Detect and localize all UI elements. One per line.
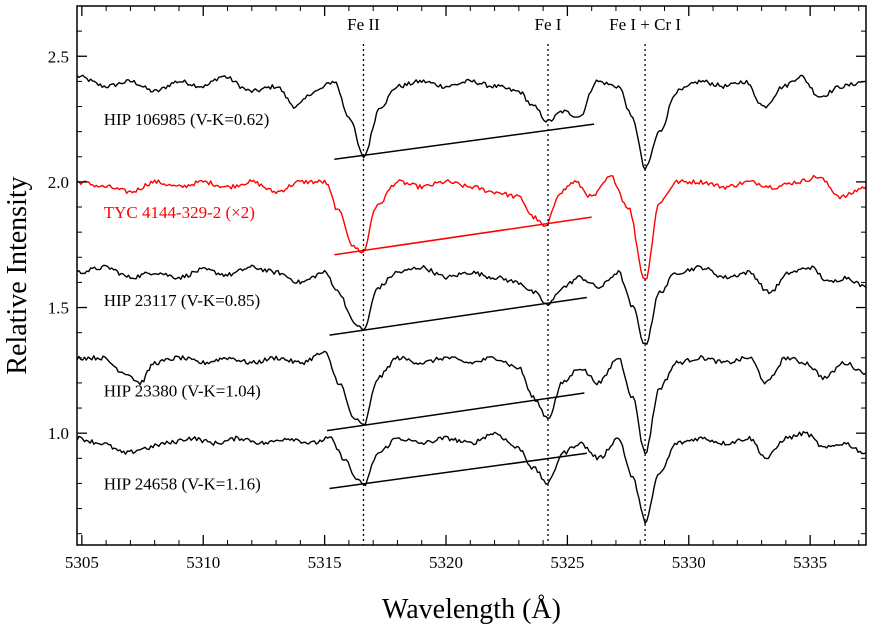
- line-marker-layer: Fe II Fe I Fe I + Cr I: [347, 15, 681, 545]
- x-axis-label: Wavelength (Å): [382, 594, 561, 625]
- series-label-2: TYC 4144-329-2 (×2): [104, 203, 255, 222]
- y-tick-layer: 1.0 1.5 2.0 2.5: [48, 5, 866, 535]
- x-tick-label: 5305: [65, 553, 99, 572]
- y-tick-label: 2.0: [48, 173, 69, 192]
- series-line-2: [77, 174, 866, 280]
- x-tick-label: 5310: [186, 553, 220, 572]
- series-line-4: [77, 350, 866, 455]
- series-layer: [77, 74, 866, 525]
- series-line-5: [77, 431, 866, 525]
- y-tick-label: 1.0: [48, 424, 69, 443]
- trend-line-4: [326, 392, 585, 432]
- y-tick-label: 2.5: [48, 47, 69, 66]
- trend-line-1: [334, 123, 595, 161]
- series-line-1: [77, 74, 866, 171]
- y-axis-label: Relative Intensity: [2, 176, 33, 374]
- x-tick-label: 5320: [429, 553, 463, 572]
- trend-line-3: [329, 296, 587, 336]
- line-marker-label-1: Fe II: [347, 15, 380, 34]
- line-marker-label-2: Fe I: [535, 15, 562, 34]
- series-label-1: HIP 106985 (V-K=0.62): [104, 110, 270, 129]
- series-label-5: HIP 24658 (V-K=1.16): [104, 474, 261, 493]
- x-tick-label: 5335: [793, 553, 827, 572]
- x-tick-label: 5315: [308, 553, 342, 572]
- trend-line-2: [334, 216, 592, 256]
- series-label-4: HIP 23380 (V-K=1.04): [104, 381, 261, 400]
- line-marker-label-3: Fe I + Cr I: [609, 15, 681, 34]
- x-tick-layer: 5305 5310 5315 5320 5325 5330 5335: [65, 6, 860, 572]
- plot-frame: [76, 5, 867, 546]
- y-tick-label: 1.5: [48, 299, 69, 318]
- series-label-3: HIP 23117 (V-K=0.85): [104, 291, 260, 310]
- x-tick-label: 5325: [550, 553, 584, 572]
- trend-line-5: [329, 452, 587, 490]
- series-line-3: [77, 264, 866, 345]
- trend-layer: [326, 123, 595, 490]
- series-label-layer: HIP 106985 (V-K=0.62) TYC 4144-329-2 (×2)…: [104, 110, 270, 493]
- x-tick-label: 5330: [672, 553, 706, 572]
